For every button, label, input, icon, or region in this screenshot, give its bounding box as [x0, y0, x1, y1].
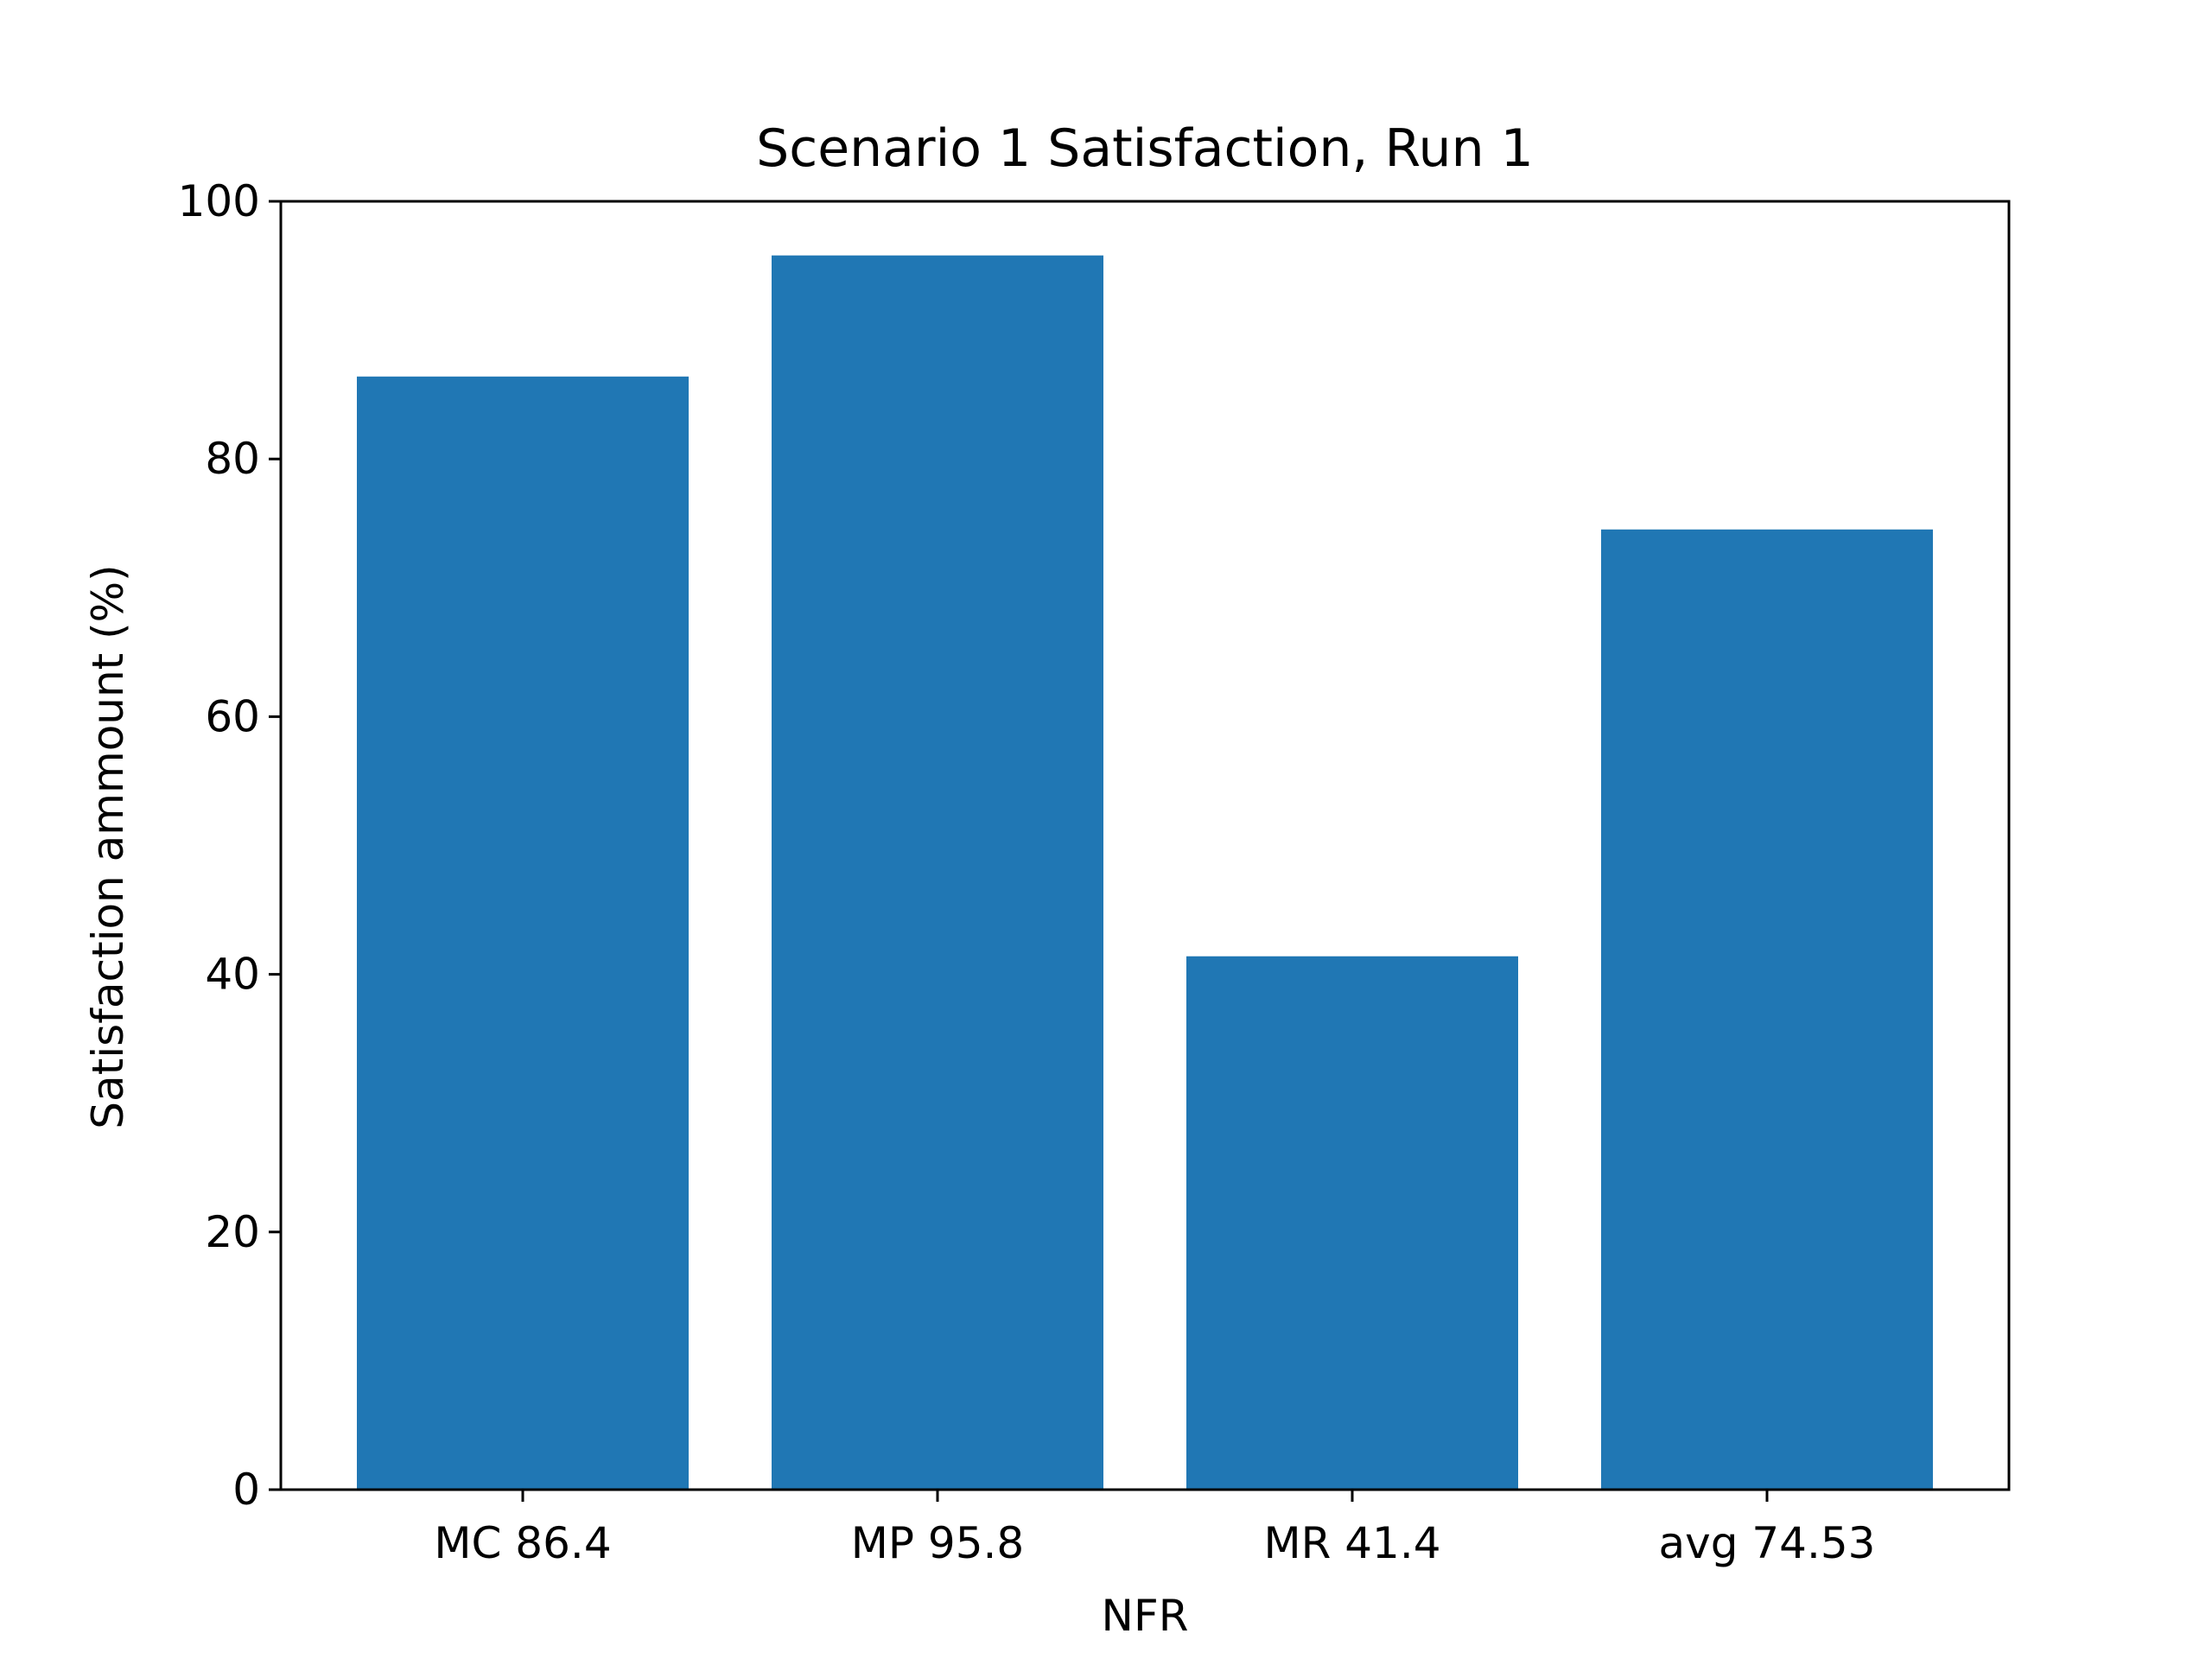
y-tick-label: 60: [205, 691, 260, 741]
x-axis-label: NFR: [1102, 1591, 1189, 1641]
y-tick-label: 40: [205, 950, 260, 1000]
x-tick-label: avg 74.53: [1658, 1518, 1875, 1568]
y-tick-label: 80: [205, 434, 260, 484]
bar-3: [1186, 956, 1518, 1490]
plot-frame: [279, 200, 2011, 1491]
y-axis-ticks: 0 20 40 60 80 100: [178, 176, 281, 1515]
bar-1: [357, 376, 689, 1490]
bars-layer: [357, 255, 1933, 1490]
x-tick-label: MR 41.4: [1263, 1518, 1440, 1568]
y-tick-label: 0: [232, 1465, 260, 1515]
x-tick-label: MC 86.4: [434, 1518, 611, 1568]
y-tick-label: 20: [205, 1207, 260, 1257]
x-tick-label: MP 95.8: [851, 1518, 1025, 1568]
x-axis-ticks: MC 86.4 MP 95.8 MR 41.4 avg 74.53: [434, 1490, 1876, 1568]
chart-title: Scenario 1 Satisfaction, Run 1: [756, 118, 1534, 179]
y-axis-label: Satisfaction ammount (%): [83, 564, 133, 1128]
bar-4: [1601, 529, 1933, 1490]
y-tick-label: 100: [178, 176, 260, 226]
bar-2: [772, 255, 1103, 1490]
